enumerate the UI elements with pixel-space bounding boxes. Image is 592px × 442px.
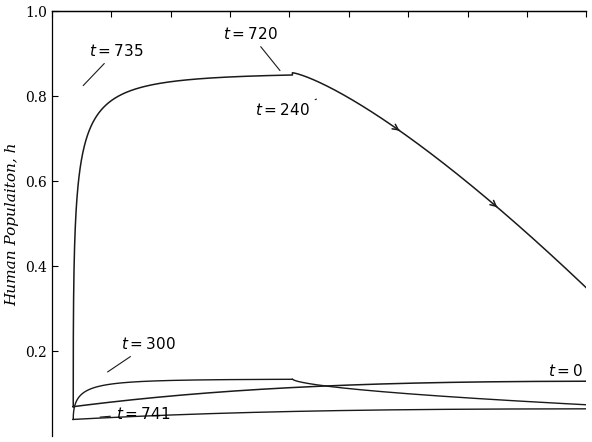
Text: $t=0$: $t=0$ bbox=[548, 362, 584, 378]
Text: $t=240$: $t=240$ bbox=[255, 99, 317, 118]
Text: $t=300$: $t=300$ bbox=[108, 336, 176, 372]
Y-axis label: Human Populaiton, h: Human Populaiton, h bbox=[5, 142, 20, 305]
Text: $t=735$: $t=735$ bbox=[83, 43, 144, 86]
Text: $t=720$: $t=720$ bbox=[223, 26, 280, 71]
Text: $t=741$: $t=741$ bbox=[100, 406, 170, 422]
